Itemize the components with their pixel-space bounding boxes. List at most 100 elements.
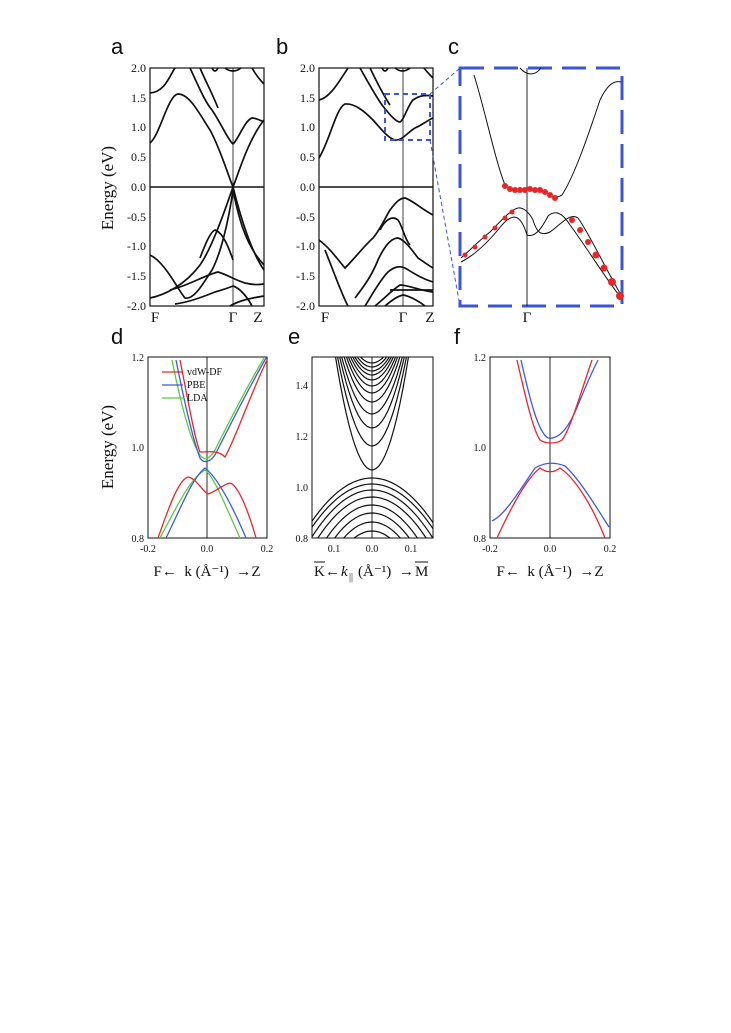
panel-b-ytick-0.5: 0.5 [300,150,315,164]
top-y-axis-label: Energy (eV) [98,146,117,230]
zoom-connector-bottom [429,139,461,307]
panel-a-bands [149,67,265,307]
panel-b-ytick-2.0: 2.0 [300,61,315,75]
panel-c-point [592,251,600,259]
legend-label-LDA: LDA [187,393,208,404]
panel-e-conduction-subband-7 [347,357,397,387]
panel-e-xlabel-unit: (Å⁻¹) [358,564,391,580]
panel-c-point [600,264,608,272]
panel-b-ytick--1.5: -1.5 [296,269,315,283]
panel-b-ytick--1.0: -1.0 [296,239,315,253]
panel-b-bands [318,67,434,307]
panel-a-ytick-2.0: 2.0 [131,61,146,75]
panel-d-ytick-1.0: 1.0 [132,443,145,454]
zoom-connector-top [429,67,461,95]
panel-c-band-4 [519,67,542,75]
panel-d-frame [147,356,268,539]
panel-e-valence-subband-4 [317,496,427,538]
panel-e-conduction-subband-10 [354,357,390,372]
panel-e: 1.4 1.2 1.0 0.8 0.1 0.0 0.1 K ← k || (Å⁻… [296,356,434,583]
panel-e-xtick-right: 0.1 [405,544,418,555]
panel-c-point [569,217,575,223]
panel-b-band-10 [354,237,434,299]
panel-c-bands [460,67,622,299]
panel-b-band-14 [379,217,411,246]
panel-e-conduction-subband-11 [356,357,388,368]
panel-e-conduction-subband-12 [359,357,385,364]
panel-c-point [507,186,513,192]
panel-c-band-2 [460,207,622,296]
panel-d-series-vdW-DF [157,359,268,539]
panel-c-point [482,234,488,240]
panel-a: 2.0 1.5 1.0 0.5 0.0 -0.5 -1.0 -1.5 -2.0 … [127,61,265,326]
panel-e-conduction-subband-4 [341,357,403,415]
panel-e-valence-subband-2 [312,483,433,530]
panel-c-point [577,227,583,233]
panel-f-x-axis-label: F← k (Å⁻¹) →Z [497,564,604,580]
panel-c-point [552,195,558,201]
panel-f-series-red [496,359,606,539]
bottom-y-axis-label: Energy (eV) [98,405,117,489]
panel-c-frame [458,66,624,308]
panel-b-band-8 [318,197,434,270]
panel-c-point [492,225,498,231]
panel-a-kpoint-Z: Z [253,310,262,326]
panel-b-kpoint-F: F [321,310,329,326]
panel-a-band-7 [251,67,265,85]
panel-a-ytick--2.0: -2.0 [127,299,146,313]
panel-f-ytick-0.8: 0.8 [474,534,487,545]
panel-a-band-3 [189,67,265,146]
panel-c-point [512,187,518,193]
panel-e-conduction-subband-3 [339,357,405,429]
panel-b-band-4 [369,67,391,106]
panel-f-blue-valence [491,462,610,528]
panel-d-PBE-conduction [175,357,267,463]
panel-d-LDA-valence [159,469,241,539]
panel-d-series-LDA [159,357,265,539]
panel-d-x-axis-label: F← k (Å⁻¹) →Z [154,564,261,580]
panel-b: 2.0 1.5 1.0 0.5 0.0 -0.5 -1.0 -1.5 -2.0 … [296,61,435,326]
panel-b-kpoint-Z: Z [425,310,434,326]
panel-e-xlabel-k: k [341,564,348,580]
panel-f-xtick--0.2: -0.2 [482,544,498,555]
panel-a-band-2 [149,93,265,190]
panel-d-xtick-0.0: 0.0 [201,544,214,555]
panel-d-series-PBE [165,357,267,539]
panel-b-band-3 [359,67,434,123]
panel-c-point [547,192,553,198]
panel-b-ytick-1.5: 1.5 [300,91,315,105]
panel-c-point [522,187,528,193]
panel-f-xtick-0.0: 0.0 [544,544,557,555]
panel-d-xtick--0.2: -0.2 [140,544,156,555]
panel-e-ytick-1.0: 1.0 [296,483,309,494]
panel-e-x-axis-label: K ← k || (Å⁻¹) → M [314,561,428,583]
panel-d: vdW-DF PBE LDA 1.2 1.0 0.8 -0.2 0.0 0.2 … [132,353,274,580]
panel-label-b: b [276,34,288,59]
panel-e-xlabel-K: K [314,564,325,580]
panel-a-ytick--1.0: -1.0 [127,239,146,253]
panel-f-series-blue [491,359,610,528]
panel-e-valence-subband-8 [353,530,391,538]
panel-d-vdW-valence [157,476,257,539]
legend-label-vdW-DF: vdW-DF [187,367,222,378]
panel-e-valence-subband-5 [325,504,419,538]
panel-c-kpoint-gamma: Γ [523,310,532,326]
panel-a-ytick-1.5: 1.5 [131,91,146,105]
panel-e-conduction-subband-5 [343,357,401,403]
panel-a-band-1 [149,67,176,94]
panel-f-ytick-1.2: 1.2 [474,353,487,364]
panel-f: 1.2 1.0 0.8 -0.2 0.0 0.2 F← k (Å⁻¹) →Z [474,353,617,580]
panel-b-band-13 [384,294,426,307]
panel-c-point [527,186,533,192]
panel-a-ytick--1.5: -1.5 [127,269,146,283]
panel-a-kpoint-gamma: Γ [229,310,238,326]
legend-label-PBE: PBE [187,380,205,391]
panel-label-f: f [454,324,461,349]
panel-e-valence-subband-7 [342,521,402,538]
panel-a-band-11 [169,271,265,291]
panel-a-band-4 [199,67,219,109]
panel-e-xlabel-arrow-left: ← [325,564,340,580]
panel-b-kpoint-gamma: Γ [399,310,408,326]
panel-c-band-1 [473,74,622,198]
